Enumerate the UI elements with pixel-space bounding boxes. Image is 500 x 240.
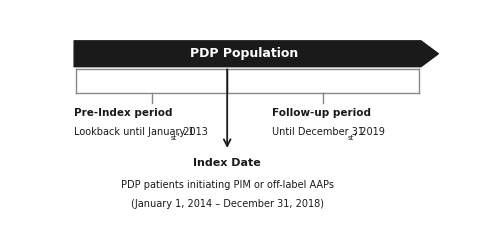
Text: , 2019: , 2019 — [354, 127, 385, 137]
Text: (January 1, 2014 – December 31, 2018): (January 1, 2014 – December 31, 2018) — [130, 199, 324, 209]
Text: Pre-Index period: Pre-Index period — [74, 108, 172, 118]
Text: Until December 31: Until December 31 — [272, 127, 364, 137]
Text: , 2013: , 2013 — [177, 127, 208, 137]
Text: Index Date: Index Date — [194, 158, 261, 168]
Text: Follow-up period: Follow-up period — [272, 108, 371, 118]
Text: PDP patients initiating PIM or off-label AAPs: PDP patients initiating PIM or off-label… — [120, 180, 334, 190]
Text: st: st — [348, 135, 354, 141]
Text: PDP Population: PDP Population — [190, 47, 299, 60]
Text: st: st — [170, 135, 176, 141]
Text: Lookback until January 1: Lookback until January 1 — [74, 127, 194, 137]
FancyArrow shape — [74, 41, 438, 67]
